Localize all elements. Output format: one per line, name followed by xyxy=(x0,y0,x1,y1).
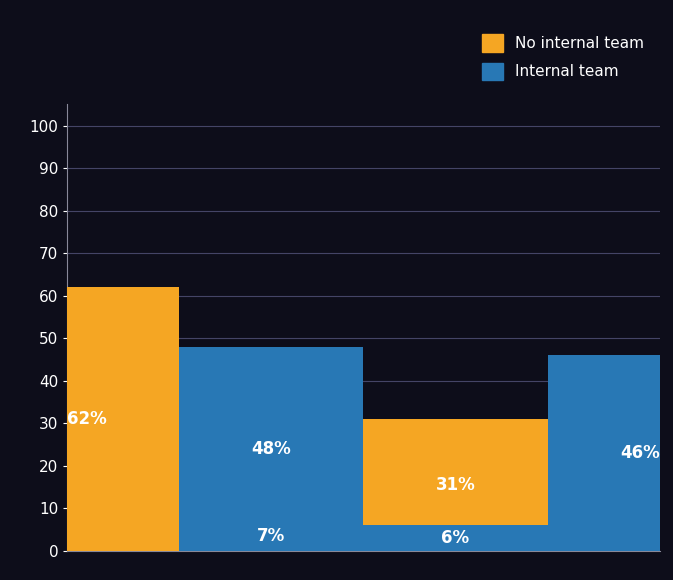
Text: 48%: 48% xyxy=(252,440,291,458)
Bar xyxy=(179,347,363,551)
Legend: No internal team, Internal team: No internal team, Internal team xyxy=(474,27,652,88)
Text: 31%: 31% xyxy=(435,476,475,494)
Bar xyxy=(548,356,673,551)
Bar xyxy=(0,287,179,551)
Text: 7%: 7% xyxy=(257,527,285,545)
Text: 6%: 6% xyxy=(441,529,470,548)
Bar xyxy=(363,525,548,551)
Bar xyxy=(179,521,363,551)
Text: 46%: 46% xyxy=(620,444,660,462)
Text: 62%: 62% xyxy=(67,410,107,428)
Bar xyxy=(363,419,548,551)
